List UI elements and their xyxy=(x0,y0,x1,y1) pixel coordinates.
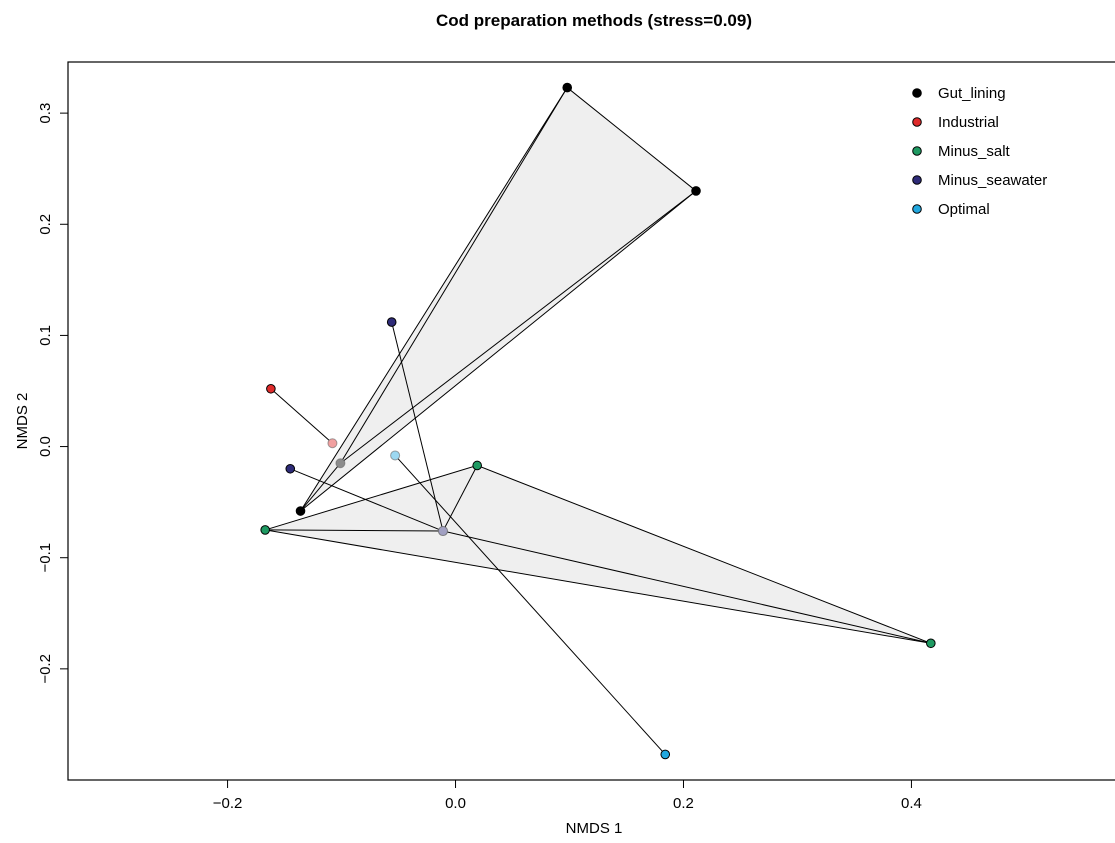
legend-label-minus-salt: Minus_salt xyxy=(938,143,1011,160)
point-minus-seawater-1 xyxy=(386,317,397,327)
points-layer xyxy=(260,82,936,760)
spoke-minus-seawater-1 xyxy=(391,321,444,532)
legend-label-gut-lining: Gut_lining xyxy=(938,85,1006,102)
spokes-layer xyxy=(265,87,931,755)
legend-marker-minus-seawater xyxy=(912,175,922,185)
spoke-minus-salt-1 xyxy=(265,529,443,532)
centroid-gut-lining xyxy=(335,458,346,469)
legend-marker-industrial xyxy=(912,117,922,127)
legend-label-industrial: Industrial xyxy=(938,114,999,131)
legend-label-optimal: Optimal xyxy=(938,201,990,218)
point-gut-lining-2 xyxy=(691,186,701,196)
point-minus-salt-1 xyxy=(260,525,270,535)
spoke-minus-seawater-2 xyxy=(290,468,444,532)
point-gut-lining-1 xyxy=(562,82,573,93)
centroid-minus-seawater xyxy=(437,526,448,537)
y-tick-label: 0.3 xyxy=(37,103,54,124)
centroid-optimal xyxy=(390,450,401,461)
spoke-gut-lining-3 xyxy=(300,462,341,512)
hull-minus-salt xyxy=(265,464,931,644)
y-tick-label: 0.1 xyxy=(37,325,54,346)
point-minus-salt-3 xyxy=(926,638,936,649)
spoke-optimal-1 xyxy=(394,455,666,755)
y-axis: −0.2 −0.1 0.0 0.1 0.2 0.3 xyxy=(37,103,68,684)
y-axis-label: NMDS 2 xyxy=(14,393,31,450)
y-tick-label: −0.2 xyxy=(37,654,54,684)
spoke-industrial-1 xyxy=(270,388,333,444)
centroid-industrial xyxy=(327,438,338,449)
x-tick-label: 0.2 xyxy=(673,795,694,812)
hulls-layer xyxy=(265,86,931,644)
x-tick-label: 0.0 xyxy=(445,795,466,812)
spoke-gut-lining-1 xyxy=(339,87,568,464)
point-minus-salt-2 xyxy=(472,460,482,471)
spoke-gut-lining-2 xyxy=(340,190,697,464)
legend-marker-optimal xyxy=(912,204,922,214)
x-axis-label: NMDS 1 xyxy=(566,820,623,837)
point-minus-seawater-2 xyxy=(285,463,296,474)
x-axis: −0.2 0.0 0.2 0.4 xyxy=(213,780,922,812)
y-tick-label: 0.2 xyxy=(37,214,54,235)
centroids-layer xyxy=(327,438,448,537)
legend: Gut_lining Industrial Minus_salt Minus_seaw… xyxy=(912,85,1047,218)
point-industrial-1 xyxy=(266,383,276,394)
legend-marker-gut-lining xyxy=(912,88,922,98)
y-tick-label: −0.1 xyxy=(37,543,54,573)
spoke-minus-salt-3 xyxy=(442,530,931,644)
legend-marker-minus-salt xyxy=(912,146,922,156)
x-tick-label: 0.4 xyxy=(901,795,922,812)
chart-title: Cod preparation methods (stress=0.09) xyxy=(436,11,752,30)
legend-label-minus-seawater: Minus_seawater xyxy=(938,172,1047,189)
hull-gut-lining xyxy=(300,86,697,512)
y-tick-label: 0.0 xyxy=(37,436,54,457)
x-tick-label: −0.2 xyxy=(213,795,243,812)
spoke-minus-salt-2 xyxy=(442,465,478,532)
plot-frame xyxy=(67,61,1115,781)
point-gut-lining-3 xyxy=(295,506,306,516)
point-optimal-1 xyxy=(660,749,671,760)
